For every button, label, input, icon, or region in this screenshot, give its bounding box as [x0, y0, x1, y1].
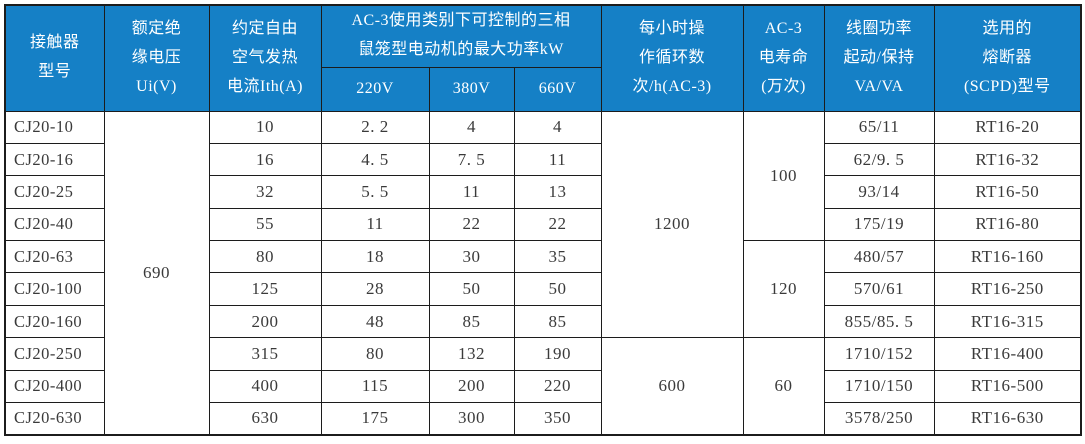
- header-coil-power: 线圈功率 起动/保持 VA/VA: [823, 4, 935, 112]
- cell-power-380: 22: [428, 207, 515, 242]
- header-660v: 660V: [513, 66, 602, 112]
- cell-power-220: 11: [320, 207, 430, 242]
- cell-ith: 400: [208, 369, 322, 404]
- cell-fuse: RT16-20: [933, 110, 1082, 144]
- cell-coil: 1710/150: [823, 369, 935, 404]
- cell-ith: 16: [208, 142, 322, 177]
- cell-coil: 65/11: [823, 110, 935, 144]
- cell-power-660: 11: [513, 142, 602, 177]
- cell-power-220: 4. 5: [320, 142, 430, 177]
- table-row: CJ20-630 630 175 300 350 3578/250 RT16-6…: [4, 402, 1082, 436]
- cell-model: CJ20-100: [4, 272, 105, 306]
- table-row: CJ20-400 400 115 200 220 1710/150 RT16-5…: [4, 369, 1082, 404]
- header-cycles-per-hour: 每小时操 作循环数 次/h(AC-3): [600, 4, 744, 112]
- cell-fuse: RT16-32: [933, 142, 1082, 177]
- cell-model: CJ20-10: [4, 110, 105, 144]
- cell-coil: 62/9. 5: [823, 142, 935, 177]
- cell-power-660: 220: [513, 369, 602, 404]
- cell-ui-voltage: 690: [103, 110, 210, 436]
- cell-cycles-1200: 1200: [600, 110, 744, 339]
- table-row: CJ20-25 32 5. 5 11 13 93/14 RT16-50: [4, 175, 1082, 209]
- cell-cycles-600: 600: [600, 337, 744, 436]
- cell-power-220: 115: [320, 369, 430, 404]
- cell-ith: 80: [208, 240, 322, 274]
- cell-power-380: 4: [428, 110, 515, 144]
- cell-ith: 125: [208, 272, 322, 306]
- cell-model: CJ20-63: [4, 240, 105, 274]
- cell-fuse: RT16-80: [933, 207, 1082, 242]
- cell-power-660: 4: [513, 110, 602, 144]
- cell-life-100: 100: [742, 110, 825, 242]
- cell-fuse: RT16-500: [933, 369, 1082, 404]
- cell-model: CJ20-25: [4, 175, 105, 209]
- table-row: CJ20-10 690 10 2. 2 4 4 1200 100 65/11 R…: [4, 110, 1082, 436]
- cell-power-220: 48: [320, 304, 430, 339]
- cell-power-220: 18: [320, 240, 430, 274]
- cell-life-120: 120: [742, 240, 825, 339]
- cell-model: CJ20-250: [4, 337, 105, 371]
- header-380v: 380V: [428, 66, 515, 112]
- cell-power-660: 13: [513, 175, 602, 209]
- cell-ith: 200: [208, 304, 322, 339]
- cell-fuse: RT16-630: [933, 402, 1082, 436]
- cell-power-380: 300: [428, 402, 515, 436]
- cell-model: CJ20-160: [4, 304, 105, 339]
- table-row: CJ20-63 80 18 30 35 120 480/57 RT16-160: [4, 240, 1082, 339]
- cell-power-380: 200: [428, 369, 515, 404]
- cell-power-220: 80: [320, 337, 430, 371]
- cell-power-660: 50: [513, 272, 602, 306]
- header-thermal-current: 约定自由 空气发热 电流Ith(A): [208, 4, 322, 112]
- cell-power-660: 350: [513, 402, 602, 436]
- cell-power-220: 2. 2: [320, 110, 430, 144]
- table-row: CJ20-100 125 28 50 50 570/61 RT16-250: [4, 272, 1082, 306]
- cell-power-660: 35: [513, 240, 602, 274]
- cell-power-660: 22: [513, 207, 602, 242]
- header-fuse-type: 选用的 熔断器 (SCPD)型号: [933, 4, 1082, 112]
- header-contactor-model: 接触器 型号: [4, 4, 105, 112]
- cell-fuse: RT16-160: [933, 240, 1082, 274]
- table-row: CJ20-16 16 4. 5 7. 5 11 62/9. 5 RT16-32: [4, 142, 1082, 177]
- header-ac3-power-group: AC-3使用类别下可控制的三相 鼠笼型电动机的最大功率kW: [320, 4, 602, 68]
- cell-power-380: 30: [428, 240, 515, 274]
- cell-ith: 630: [208, 402, 322, 436]
- contactor-spec-table: 接触器 型号 额定绝 缘电压 Ui(V) 约定自由 空气发热 电流Ith(A) …: [4, 4, 1083, 436]
- table-row: CJ20-250 315 80 132 190 600 60 1710/152 …: [4, 337, 1082, 436]
- cell-power-660: 190: [513, 337, 602, 371]
- cell-coil: 855/85. 5: [823, 304, 935, 339]
- cell-model: CJ20-630: [4, 402, 105, 436]
- cell-model: CJ20-16: [4, 142, 105, 177]
- cell-fuse: RT16-315: [933, 304, 1082, 339]
- cell-power-220: 175: [320, 402, 430, 436]
- cell-power-380: 11: [428, 175, 515, 209]
- cell-ith: 10: [208, 110, 322, 144]
- cell-coil: 570/61: [823, 272, 935, 306]
- cell-life-60: 60: [742, 337, 825, 436]
- header-rated-insulation-voltage: 额定绝 缘电压 Ui(V): [103, 4, 210, 112]
- cell-coil: 93/14: [823, 175, 935, 209]
- cell-power-220: 5. 5: [320, 175, 430, 209]
- cell-power-380: 50: [428, 272, 515, 306]
- cell-coil: 480/57: [823, 240, 935, 274]
- cell-ith: 315: [208, 337, 322, 371]
- header-electrical-life: AC-3 电寿命 (万次): [742, 4, 825, 112]
- cell-power-380: 85: [428, 304, 515, 339]
- cell-power-380: 7. 5: [428, 142, 515, 177]
- cell-model: CJ20-400: [4, 369, 105, 404]
- cell-fuse: RT16-400: [933, 337, 1082, 371]
- header-220v: 220V: [320, 66, 430, 112]
- cell-fuse: RT16-250: [933, 272, 1082, 306]
- cell-ith: 55: [208, 207, 322, 242]
- cell-coil: 1710/152: [823, 337, 935, 371]
- cell-model: CJ20-40: [4, 207, 105, 242]
- cell-power-660: 85: [513, 304, 602, 339]
- cell-coil: 3578/250: [823, 402, 935, 436]
- cell-power-220: 28: [320, 272, 430, 306]
- cell-coil: 175/19: [823, 207, 935, 242]
- table-row: CJ20-40 55 11 22 22 175/19 RT16-80: [4, 207, 1082, 242]
- cell-fuse: RT16-50: [933, 175, 1082, 209]
- cell-ith: 32: [208, 175, 322, 209]
- cell-power-380: 132: [428, 337, 515, 371]
